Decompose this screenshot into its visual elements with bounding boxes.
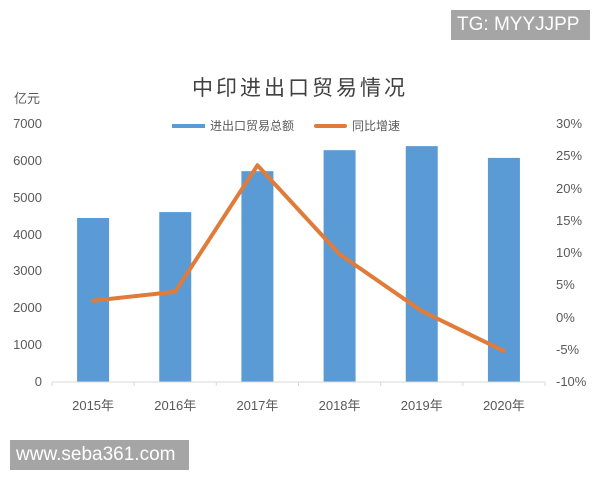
y-tick-right: 0% (556, 309, 575, 325)
x-tick: 2018年 (318, 398, 361, 413)
y-tick-right: 25% (556, 148, 583, 164)
y-tick-left: 3000 (13, 263, 42, 279)
y-tick-left: 1000 (13, 337, 42, 353)
y-tick-left: 2000 (13, 300, 42, 316)
watermark-bottom: www.seba361.com (10, 440, 189, 470)
y-tick-left: 6000 (13, 152, 42, 168)
y-tick-left: 4000 (13, 226, 42, 242)
bar (405, 146, 438, 382)
bar-series (77, 146, 520, 382)
y-tick-right: 10% (556, 245, 583, 260)
legend-swatch-bar (172, 123, 205, 128)
x-tick: 2016年 (154, 398, 197, 413)
y-tick-right: -5% (556, 341, 580, 357)
x-tick: 2015年 (72, 398, 115, 413)
chart-title: 中印进出口贸易情况 (192, 76, 408, 100)
y-tick-right: 15% (556, 212, 583, 228)
legend-swatch-line (314, 123, 348, 128)
y-tick-right: -10% (556, 374, 587, 389)
y-tick-left: 0 (34, 374, 42, 389)
line-series (91, 163, 506, 354)
y-tick-left: 7000 (13, 116, 42, 131)
legend: 进出口贸易总额 同比增速 (172, 117, 420, 134)
watermark-top: TG: MYYJJPP (451, 10, 590, 40)
y-tick-right: 20% (556, 180, 583, 196)
bar (323, 150, 356, 382)
y-tick-right: 30% (556, 116, 583, 131)
bar (159, 212, 192, 382)
x-tick: 2017年 (236, 398, 279, 413)
x-tick: 2019年 (400, 398, 443, 413)
y-axis-unit: 亿元 (14, 92, 41, 107)
bar (487, 157, 520, 382)
x-axis-tickmarks (51, 382, 546, 386)
legend-label-line: 同比增速 (352, 119, 401, 133)
bar (241, 171, 274, 382)
legend-item-line: 同比增速 (314, 117, 400, 134)
legend-label-bar: 进出口贸易总额 (210, 119, 295, 133)
legend-item-bar: 进出口贸易总额 (172, 117, 294, 134)
y-tick-right: 5% (556, 277, 575, 293)
y-tick-left: 5000 (13, 189, 42, 205)
x-tick: 2020年 (482, 398, 525, 413)
